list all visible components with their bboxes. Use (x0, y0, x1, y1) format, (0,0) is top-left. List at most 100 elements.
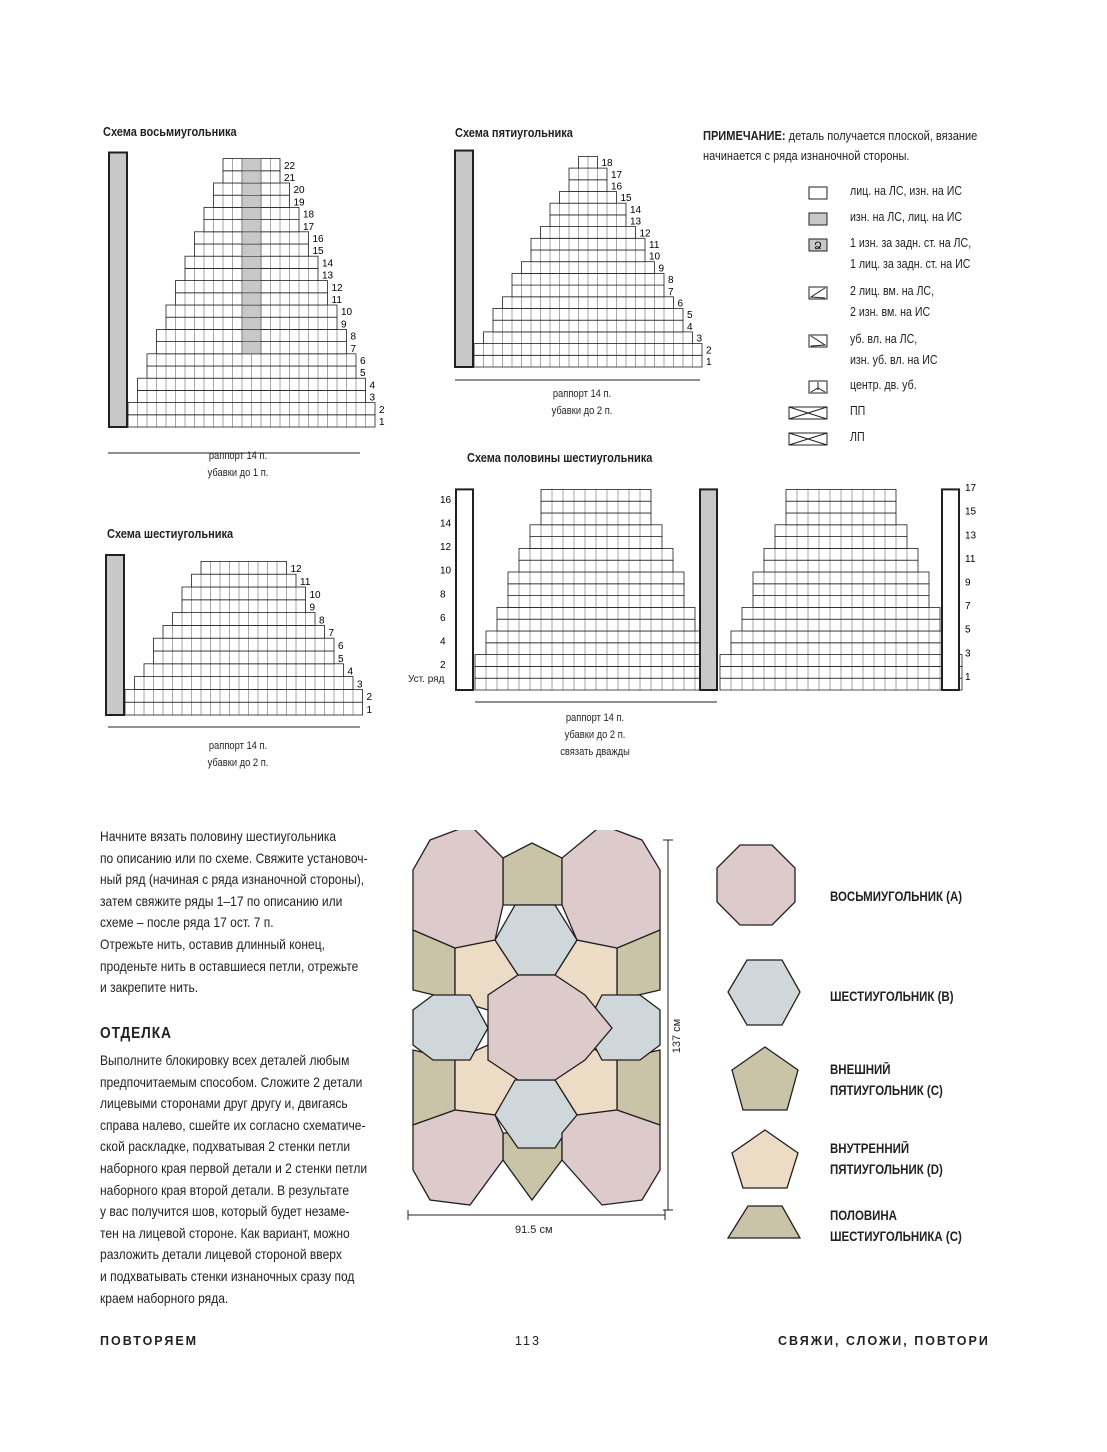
center-rib (241, 268, 262, 281)
svg-text:Ձ: Ձ (814, 241, 822, 252)
row-number: 1 (706, 357, 712, 368)
chart-row (200, 561, 287, 575)
ribbed-column (105, 554, 125, 716)
row-number: 9 (965, 578, 971, 589)
halfhex-caption: раппорт 14 п. убавки до 2 п. связать дважд… (560, 712, 630, 758)
left-cross-icon (788, 432, 828, 446)
row-number: 13 (630, 217, 642, 228)
legend-text: 2 лиц. вм. на ЛС, 2 изн. вм. на ИС (850, 284, 935, 319)
center-rib (241, 194, 262, 208)
row-number: 11 (332, 295, 343, 306)
edge-column (455, 488, 474, 691)
center-rib (241, 329, 262, 342)
outer-pentagons (412, 842, 661, 1202)
legend-text: центр. дв. уб. (850, 378, 917, 392)
row-number: 4 (348, 667, 354, 678)
shape-key (716, 844, 802, 1239)
row-number: 16 (440, 495, 452, 506)
legend-text: ЛП (850, 430, 865, 444)
layout-width-label: 91.5 см (515, 1224, 553, 1236)
center-rib (241, 341, 262, 355)
center-rib (241, 207, 262, 220)
right-cross-icon (788, 406, 828, 420)
shape-label-c: ВНЕШНИЙ ПЯТИУГОЛЬНИК (C) (830, 1062, 943, 1098)
chart-row (153, 637, 335, 652)
center-rib (241, 292, 262, 306)
ribbed-column (699, 488, 718, 691)
pentagon-chart-title: Схема пятиугольника (455, 126, 573, 140)
octagons (412, 830, 661, 1206)
shape-label-a: ВОСЬМИУГОЛЬНИК (A) (830, 889, 963, 904)
chart-row (124, 701, 363, 716)
row-number: 12 (640, 228, 652, 239)
row-number: 3 (697, 334, 703, 345)
row-number: 12 (332, 283, 344, 294)
row-number: 15 (621, 193, 633, 204)
chart-row (143, 663, 344, 677)
legend-text: изн. на ЛС, лиц. на ИС (850, 210, 963, 224)
row-number: 13 (322, 271, 334, 282)
legend-text: ПП (850, 404, 866, 418)
center-rib (241, 219, 262, 233)
legend-text: уб. вл. на ЛС, изн. уб. вл. на ИС (850, 332, 938, 367)
hexagons (412, 904, 661, 1149)
row-number: 22 (284, 161, 296, 172)
row-number: 1 (965, 672, 971, 683)
center-rib (241, 231, 262, 245)
row-number: 12 (291, 564, 303, 575)
row-number: 13 (965, 530, 977, 541)
ribbed-column (108, 151, 128, 428)
ssk-icon (808, 334, 828, 348)
shape-label-half: ПОЛОВИНА ШЕСТИУГОЛЬНИКА (C) (830, 1208, 962, 1244)
half-hexagon-swatch (726, 1205, 802, 1239)
twisted-stitch-icon: Ձ (808, 238, 828, 252)
octagon-swatch (716, 844, 796, 926)
center-rib (241, 280, 262, 294)
ribbed-column (454, 149, 474, 368)
legend-text: лиц. на ЛС, изн. на ИС (850, 184, 963, 198)
row-number: 21 (284, 173, 296, 184)
shape-label-b: ШЕСТИУГОЛЬНИК (B) (830, 989, 954, 1004)
row-number: 6 (678, 299, 684, 310)
row-number: 8 (351, 332, 357, 343)
row-number: 11 (649, 240, 660, 251)
row-number: 10 (440, 566, 452, 577)
center-rib (241, 304, 262, 318)
row-number: 10 (310, 590, 322, 601)
row-number: 3 (370, 393, 376, 404)
row-number: 7 (351, 344, 357, 355)
row-number: 3 (965, 648, 971, 659)
row-number: 1 (379, 417, 385, 428)
row-number: 12 (440, 542, 452, 553)
chart-row (162, 625, 325, 639)
row-number: 2 (379, 405, 385, 416)
blank-square-icon (808, 186, 828, 200)
center-rib (241, 256, 262, 269)
row-number: 5 (965, 625, 971, 636)
row-number: 9 (659, 263, 665, 274)
chart-row (153, 650, 335, 665)
row-number: 2 (367, 692, 373, 703)
k2tog-icon (808, 286, 828, 300)
row-number: 9 (310, 603, 316, 614)
center-rib (241, 158, 262, 172)
row-number: 11 (965, 554, 976, 565)
row-number: 2 (706, 345, 712, 356)
halfhex-chart-title: Схема половины шестиугольника (467, 451, 653, 465)
row-number: 10 (341, 307, 353, 318)
layout-height-label: 137 см (671, 1018, 684, 1054)
hexagon-caption: раппорт 14 п. убавки до 2 п. (207, 740, 269, 769)
row-number: 3 (357, 679, 363, 690)
row-number: 19 (294, 197, 306, 208)
inner-pentagon-swatch (731, 1129, 799, 1189)
row-number: 8 (668, 275, 674, 286)
row-number: 17 (303, 222, 315, 233)
row-number: 17 (611, 170, 623, 181)
chart-row (181, 599, 306, 613)
row-number: 16 (611, 182, 623, 193)
chart-row (172, 612, 316, 626)
row-number: 5 (687, 310, 693, 321)
center-rib (241, 170, 262, 184)
row-number: 1 (367, 705, 373, 716)
